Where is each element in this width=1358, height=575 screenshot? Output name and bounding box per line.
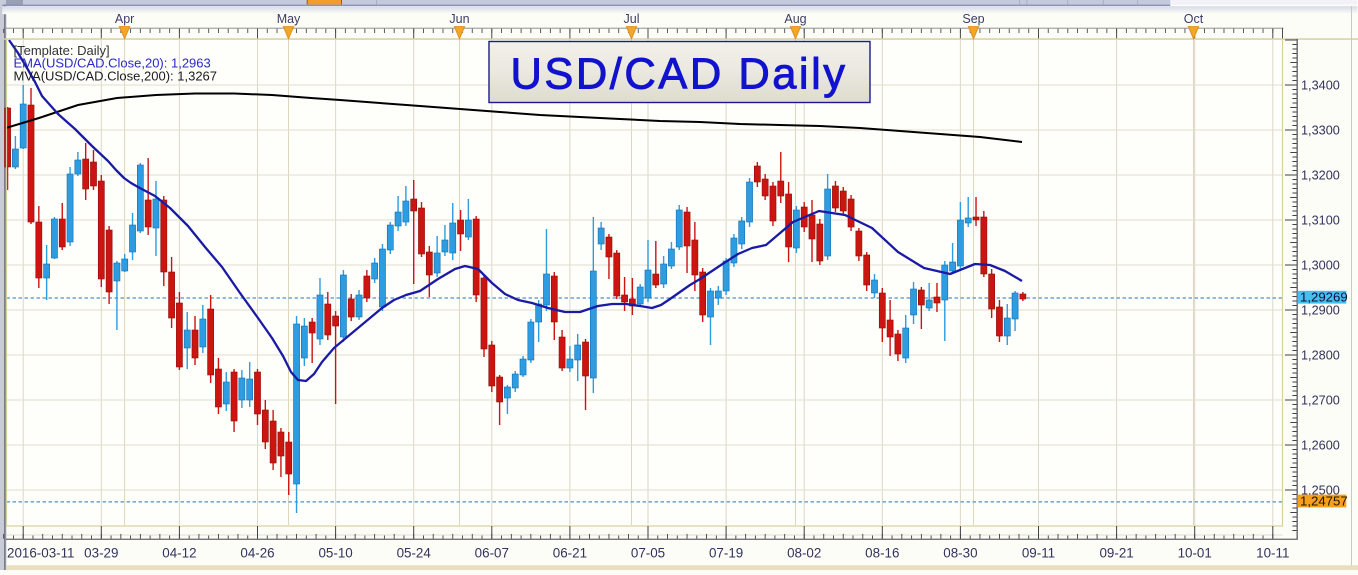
svg-text:[Template: Daily]: [Template: Daily] [14, 43, 110, 58]
svg-text:Apr: Apr [115, 12, 134, 26]
svg-text:1,2600: 1,2600 [1301, 439, 1340, 453]
svg-text:MVA(USD/CAD.Close,200): 1,3267: MVA(USD/CAD.Close,200): 1,3267 [14, 68, 218, 83]
svg-text:10-11: 10-11 [1256, 546, 1289, 561]
svg-text:06-07: 06-07 [475, 546, 509, 561]
svg-text:1,2800: 1,2800 [1301, 349, 1340, 363]
svg-text:Sep: Sep [962, 12, 984, 26]
svg-text:Aug: Aug [784, 12, 806, 26]
svg-text:05-10: 05-10 [318, 546, 352, 561]
svg-text:08-30: 08-30 [943, 546, 977, 561]
svg-text:2016-03-11: 2016-03-11 [7, 546, 75, 561]
svg-text:1,3200: 1,3200 [1301, 169, 1340, 183]
svg-text:1,3100: 1,3100 [1301, 214, 1340, 228]
svg-text:1,3000: 1,3000 [1301, 259, 1340, 273]
svg-text:1,24757: 1,24757 [1300, 494, 1348, 509]
svg-text:07-05: 07-05 [631, 546, 665, 561]
svg-text:USD/CAD Daily: USD/CAD Daily [510, 51, 847, 99]
svg-text:EMA(USD/CAD.Close,20): 1,2963: EMA(USD/CAD.Close,20): 1,2963 [14, 56, 211, 71]
svg-text:1,3400: 1,3400 [1301, 79, 1340, 93]
svg-text:1,29269: 1,29269 [1300, 290, 1348, 305]
svg-text:09-21: 09-21 [1099, 546, 1133, 561]
svg-text:09-11: 09-11 [1022, 546, 1055, 561]
svg-text:04-12: 04-12 [162, 546, 196, 561]
svg-text:03-29: 03-29 [84, 546, 118, 561]
svg-text:1,2900: 1,2900 [1301, 304, 1340, 318]
svg-text:May: May [277, 12, 301, 26]
svg-text:Jun: Jun [449, 12, 469, 26]
svg-text:05-24: 05-24 [397, 546, 432, 561]
svg-text:10-01: 10-01 [1178, 546, 1212, 561]
svg-text:Oct: Oct [1184, 12, 1204, 26]
svg-text:1,2700: 1,2700 [1301, 394, 1340, 408]
svg-text:08-16: 08-16 [865, 546, 899, 561]
svg-text:1,3300: 1,3300 [1301, 124, 1340, 138]
svg-text:04-26: 04-26 [240, 546, 274, 561]
svg-text:07-19: 07-19 [709, 546, 743, 561]
svg-text:1,2500: 1,2500 [1301, 484, 1340, 498]
svg-text:Jul: Jul [624, 12, 640, 26]
svg-text:06-21: 06-21 [553, 546, 587, 561]
svg-text:08-02: 08-02 [787, 546, 821, 561]
